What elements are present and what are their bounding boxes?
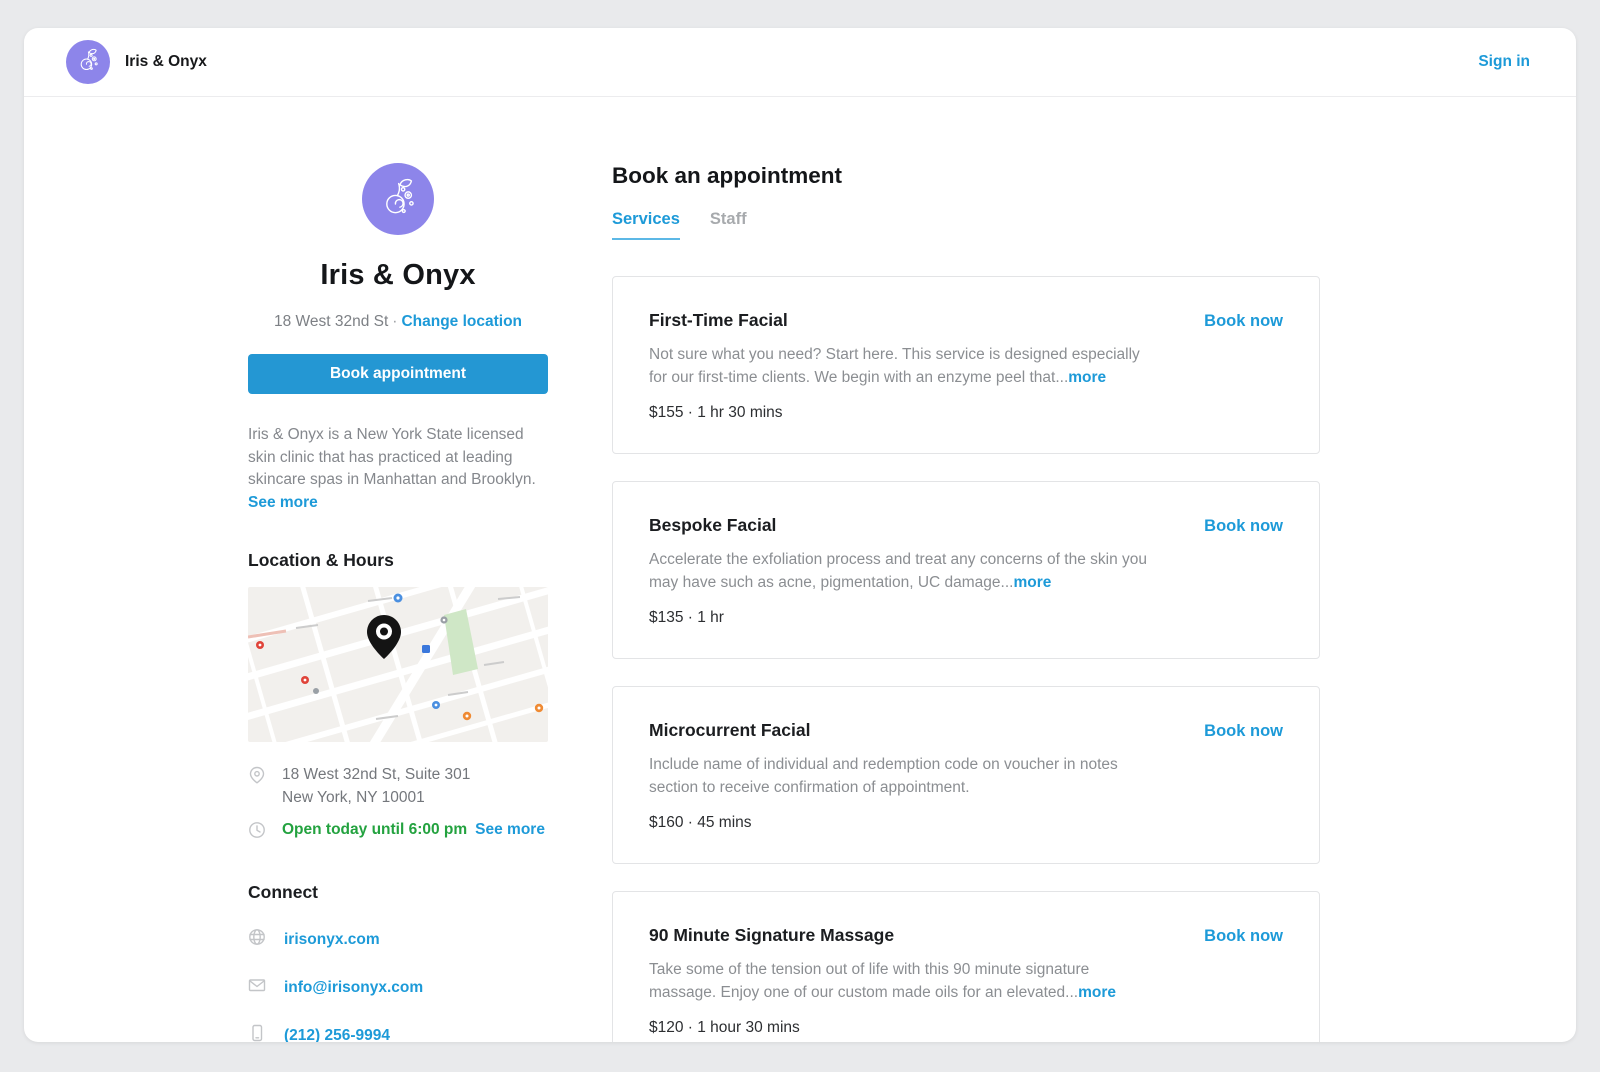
about-text: Iris & Onyx is a New York State licensed… [248, 426, 536, 488]
business-name: Iris & Onyx [320, 259, 476, 291]
service-name: 90 Minute Signature Massage [649, 925, 895, 945]
more-link[interactable]: more [1078, 983, 1116, 1001]
phone-row: (212) 256-9994 [248, 1024, 548, 1042]
tab-services[interactable]: Services [612, 210, 680, 240]
change-location-link[interactable]: Change location [401, 313, 523, 330]
service-card: Microcurrent Facial Book now Include nam… [612, 686, 1320, 864]
description-text: Take some of the tension out of life wit… [649, 961, 1090, 1001]
service-card: Bespoke Facial Book now Accelerate the e… [612, 481, 1320, 659]
service-description: Take some of the tension out of life wit… [649, 959, 1154, 1004]
sign-in-link[interactable]: Sign in [1478, 53, 1530, 70]
address-line: 18 West 32nd St · Change location [248, 313, 548, 331]
booking-title: Book an appointment [612, 163, 842, 188]
open-status: Open today until 6:00 pm [282, 821, 468, 838]
more-link[interactable]: more [1013, 573, 1052, 591]
business-about: Iris & Onyx is a New York State licensed… [248, 424, 548, 514]
service-description: Include name of individual and redemptio… [649, 754, 1154, 799]
brand-logo [66, 40, 110, 84]
service-name: Microcurrent Facial [649, 720, 811, 740]
hours-see-more-link[interactable]: See more [475, 821, 545, 838]
service-price: $135 · 1 hr [649, 609, 724, 626]
envelope-icon [248, 976, 266, 999]
description-text: Include name of individual and redemptio… [649, 756, 1118, 796]
service-description: Not sure what you need? Start here. This… [649, 344, 1154, 389]
plant-logo-icon [375, 174, 421, 225]
address-row: 18 West 32nd St, Suite 301 New York, NY … [248, 764, 548, 809]
book-now-link[interactable]: Book now [1204, 517, 1283, 535]
location-pin-icon [248, 766, 266, 789]
more-link[interactable]: more [1068, 368, 1107, 386]
phone-icon [248, 1024, 266, 1042]
map-pin-icon [367, 615, 401, 659]
service-description: Accelerate the exfoliation process and t… [649, 549, 1154, 594]
dot-separator: · [392, 313, 398, 330]
address-text: 18 West 32nd St, Suite 301 New York, NY … [282, 764, 470, 809]
page-content: Iris & Onyx 18 West 32nd St · Change locat… [24, 97, 1576, 1042]
book-now-link[interactable]: Book now [1204, 927, 1283, 945]
service-name: Bespoke Facial [649, 515, 777, 535]
plant-logo-icon [74, 46, 102, 79]
email-link[interactable]: info@irisonyx.com [284, 978, 424, 996]
site-header: Iris & Onyx Sign in [24, 28, 1576, 97]
service-price: $155 · 1 hr 30 mins [649, 404, 783, 421]
service-name: First-Time Facial [649, 310, 788, 330]
email-row: info@irisonyx.com [248, 976, 548, 999]
service-price: $120 · 1 hour 30 mins [649, 1019, 800, 1036]
location-hours-title: Location & Hours [248, 550, 394, 570]
location-map[interactable] [248, 587, 548, 742]
about-see-more-link[interactable]: See more [248, 493, 318, 511]
address-short: 18 West 32nd St [273, 313, 389, 330]
book-appointment-button[interactable]: Book appointment [248, 354, 548, 394]
book-now-link[interactable]: Book now [1204, 722, 1283, 740]
connect-title: Connect [248, 882, 318, 902]
description-text: Accelerate the exfoliation process and t… [649, 551, 1148, 591]
business-sidebar: Iris & Onyx 18 West 32nd St · Change locat… [248, 97, 548, 1042]
service-card: First-Time Facial Book now Not sure what… [612, 276, 1320, 454]
globe-icon [248, 928, 266, 951]
tab-staff[interactable]: Staff [709, 210, 747, 228]
clock-icon [248, 821, 266, 844]
book-now-link[interactable]: Book now [1204, 312, 1283, 330]
booking-main: Book an appointment Services Staff First… [612, 97, 1320, 1042]
hours-text: Open today until 6:00 pm See more [282, 819, 545, 842]
service-list: First-Time Facial Book now Not sure what… [612, 276, 1320, 1042]
service-card: 90 Minute Signature Massage Book now Tak… [612, 891, 1320, 1042]
description-text: Not sure what you need? Start here. This… [649, 346, 1140, 386]
website-row: irisonyx.com [248, 928, 548, 951]
address-line2: New York, NY 10001 [282, 788, 425, 806]
browser-window: Iris & Onyx Sign in Iris & Onyx [24, 28, 1576, 1042]
address-line1: 18 West 32nd St, Suite 301 [282, 766, 471, 783]
booking-tabs: Services Staff [612, 210, 1320, 240]
phone-link[interactable]: (212) 256-9994 [284, 1026, 390, 1043]
service-price: $160 · 45 mins [649, 814, 752, 831]
brand-name: Iris & Onyx [125, 53, 207, 70]
website-link[interactable]: irisonyx.com [284, 930, 380, 948]
business-logo [362, 163, 434, 235]
hours-row: Open today until 6:00 pm See more [248, 819, 548, 844]
